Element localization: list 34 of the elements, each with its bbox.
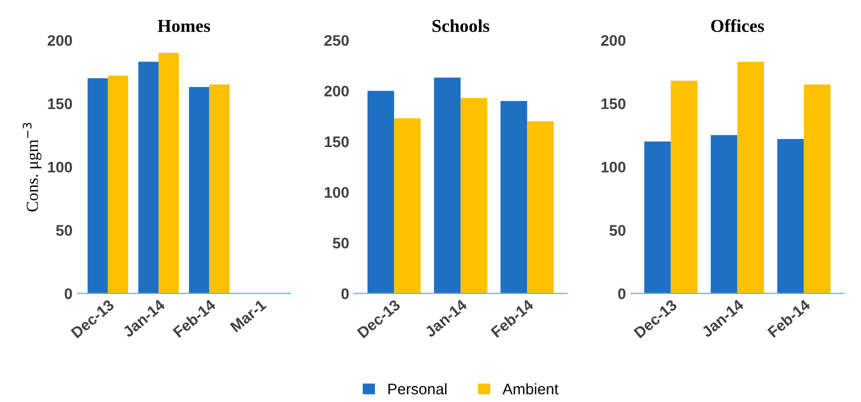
y-tick-label: 250 — [324, 35, 349, 46]
y-tick-label: 150 — [602, 98, 626, 110]
y-tick-label: 50 — [332, 238, 349, 248]
y-tick-label: 100 — [48, 162, 72, 173]
y-tick-label: 200 — [601, 35, 626, 46]
y-tick-label: 150 — [324, 136, 349, 148]
y-tick-label: 50 — [610, 225, 626, 236]
y-axis-title: Cons. μgm$^{−3}$ — [22, 122, 42, 212]
bar — [644, 142, 671, 294]
bar — [394, 118, 421, 294]
y-tick-label: 0 — [64, 288, 72, 300]
bar — [368, 90, 394, 294]
bar — [460, 98, 488, 294]
y-tick-label: 0 — [618, 288, 626, 300]
bar — [670, 80, 698, 294]
y-tick-label: 100 — [324, 187, 349, 198]
y-tick-label: 200 — [324, 86, 349, 97]
bar — [500, 100, 528, 294]
y-tick-label: 200 — [48, 35, 72, 46]
bar — [527, 121, 554, 294]
bar — [710, 135, 738, 294]
bar — [434, 78, 461, 294]
legend-label: Personal — [388, 383, 446, 394]
y-tick-label: 150 — [48, 98, 72, 110]
legend-label: Ambient — [502, 383, 558, 394]
y-tick-label: 50 — [56, 225, 72, 236]
y-tick-label: 100 — [602, 162, 626, 173]
y-tick-label: 0 — [341, 288, 349, 300]
chart-title: Schools — [432, 19, 490, 32]
chart-title: Offices — [711, 19, 764, 32]
bar — [737, 62, 764, 294]
bar — [804, 84, 830, 294]
bar — [777, 138, 804, 294]
chart-title: Homes — [158, 20, 210, 32]
